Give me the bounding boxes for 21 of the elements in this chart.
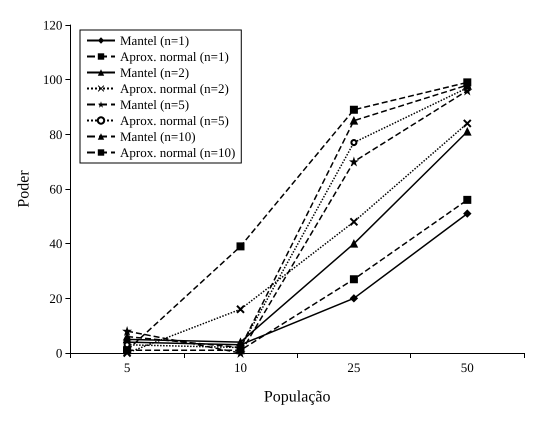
y-axis-title: Poder	[16, 170, 32, 208]
legend-label: Mantel (n=1)	[120, 33, 190, 48]
x-tick-label: 50	[460, 360, 474, 375]
legend-label: Aprox. normal (n=5)	[120, 113, 229, 128]
legend-label: Mantel (n=2)	[120, 65, 190, 80]
x-tick-label: 25	[347, 360, 360, 375]
y-tick-label: 20	[49, 290, 62, 306]
y-tick-label: 40	[49, 236, 62, 252]
legend-label: Mantel (n=5)	[120, 97, 190, 112]
x-axis-title: População	[264, 388, 331, 406]
y-tick-label: 80	[49, 126, 62, 142]
legend-label: Aprox. normal (n=10)	[120, 145, 236, 160]
y-tick-label: 120	[42, 18, 62, 32]
x-tick-label: 10	[234, 360, 247, 375]
y-tick-label: 0	[56, 346, 62, 360]
y-tick-label: 100	[42, 72, 62, 88]
legend-label: Mantel (n=10)	[120, 129, 196, 144]
legend-label: Aprox. normal (n=1)	[120, 49, 229, 64]
x-tick-label: 5	[124, 360, 130, 375]
legend-label: Aprox. normal (n=2)	[120, 81, 229, 96]
y-tick-label: 60	[49, 182, 62, 196]
